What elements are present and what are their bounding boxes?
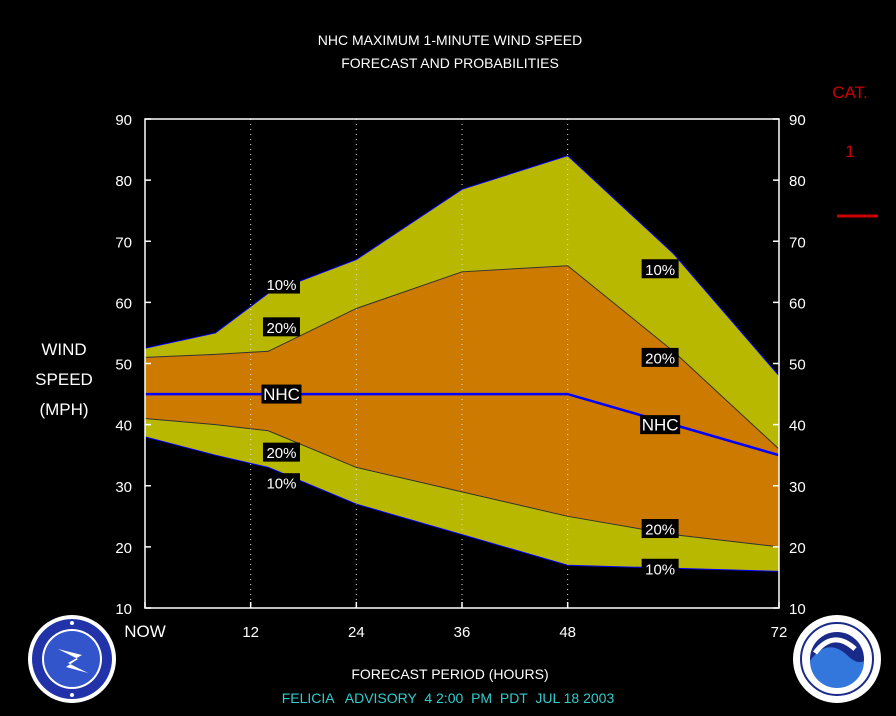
y-tick-label-left: 60 bbox=[115, 295, 132, 312]
x-tick-label: NOW bbox=[124, 622, 166, 641]
series-label-left-2-bg bbox=[261, 384, 302, 404]
nws-logo bbox=[28, 615, 116, 703]
series-label-left-3-bg bbox=[262, 442, 300, 462]
x-tick-label: 48 bbox=[559, 624, 576, 641]
noaa-logo bbox=[793, 615, 881, 703]
y-tick-label-left: 30 bbox=[115, 479, 132, 496]
series-label-right-3: 20% bbox=[645, 522, 675, 539]
series-labels: 10% 20% NHC 20% 10% 10% 20% NHC 20% 10% bbox=[261, 259, 681, 578]
y-axis-label-line-3: (MPH) bbox=[39, 400, 88, 419]
y-axis-label: WIND SPEED (MPH) bbox=[35, 340, 93, 419]
x-tick-label: 24 bbox=[348, 624, 365, 641]
y-tick-label-right: 20 bbox=[789, 540, 806, 557]
series-label-right-0: 10% bbox=[645, 262, 675, 279]
y-tick-label-right: 30 bbox=[789, 479, 806, 496]
x-axis-ticks: NOW 12 24 36 48 72 bbox=[124, 602, 787, 641]
series-line-0 bbox=[144, 155, 780, 377]
x-axis-label: FORECAST PERIOD (HOURS) bbox=[351, 666, 548, 682]
series-label-left-1-bg bbox=[262, 317, 300, 337]
x-tick-label: 12 bbox=[242, 624, 259, 641]
series-label-right-3-bg bbox=[641, 519, 679, 539]
series-label-right-4: 10% bbox=[645, 561, 675, 578]
series-label-right-4-bg bbox=[641, 558, 679, 578]
y-tick-label-right: 10 bbox=[789, 601, 806, 618]
y-tick-label-left: 50 bbox=[115, 357, 132, 374]
y-tick-label-right: 40 bbox=[789, 418, 806, 435]
y-axis-label-line-1: WIND bbox=[41, 340, 86, 359]
series-line-1 bbox=[144, 265, 780, 450]
series-label-left-1: 20% bbox=[266, 320, 296, 337]
series-label-right-2-bg bbox=[640, 415, 681, 435]
series-label-left-0-bg bbox=[262, 274, 300, 294]
probability-bands bbox=[145, 155, 779, 572]
y-tick-label-left: 20 bbox=[115, 540, 132, 557]
y-tick-label-left: 80 bbox=[115, 173, 132, 190]
series-label-left-3: 20% bbox=[266, 445, 296, 462]
category-title: CAT. bbox=[832, 83, 868, 102]
series-label-left-2: NHC bbox=[263, 385, 300, 404]
y-tick-label-left: 10 bbox=[115, 601, 132, 618]
y-tick-label-right: 50 bbox=[789, 357, 806, 374]
y-tick-label-left: 70 bbox=[115, 234, 132, 251]
series-label-left-4: 10% bbox=[266, 476, 296, 493]
chart-title: NHC MAXIMUM 1-MINUTE WIND SPEED bbox=[318, 32, 582, 48]
y-tick-label-right: 70 bbox=[789, 234, 806, 251]
series-label-left-0: 10% bbox=[266, 277, 296, 294]
series-label-right-0-bg bbox=[641, 259, 679, 279]
category-value: 1 bbox=[845, 142, 854, 161]
x-tick-label: 72 bbox=[771, 624, 788, 641]
y-tick-label-right: 60 bbox=[789, 295, 806, 312]
series-label-right-1-bg bbox=[641, 347, 679, 367]
y-tick-label-right: 90 bbox=[789, 112, 806, 129]
y-axis-ticks: 10 10 20 20 30 30 40 40 50 50 60 60 70 70 80 80 90 90 bbox=[115, 112, 805, 618]
y-tick-label-left: 90 bbox=[115, 112, 132, 129]
chart-subtitle: FORECAST AND PROBABILITIES bbox=[341, 55, 559, 71]
series-label-left-4-bg bbox=[262, 473, 300, 493]
y-tick-label-left: 40 bbox=[115, 418, 132, 435]
y-tick-label-right: 80 bbox=[789, 173, 806, 190]
x-tick-label: 36 bbox=[454, 624, 471, 641]
inner-probability-band bbox=[145, 265, 779, 547]
category-indicator: CAT. 1 bbox=[832, 83, 878, 218]
series-label-right-1: 20% bbox=[645, 350, 675, 367]
series-label-right-2: NHC bbox=[642, 416, 679, 435]
y-axis-label-line-2: SPEED bbox=[35, 370, 93, 389]
advisory-footer: FELICIA ADVISORY 4 2:00 PM PDT JUL 18 20… bbox=[282, 690, 615, 706]
